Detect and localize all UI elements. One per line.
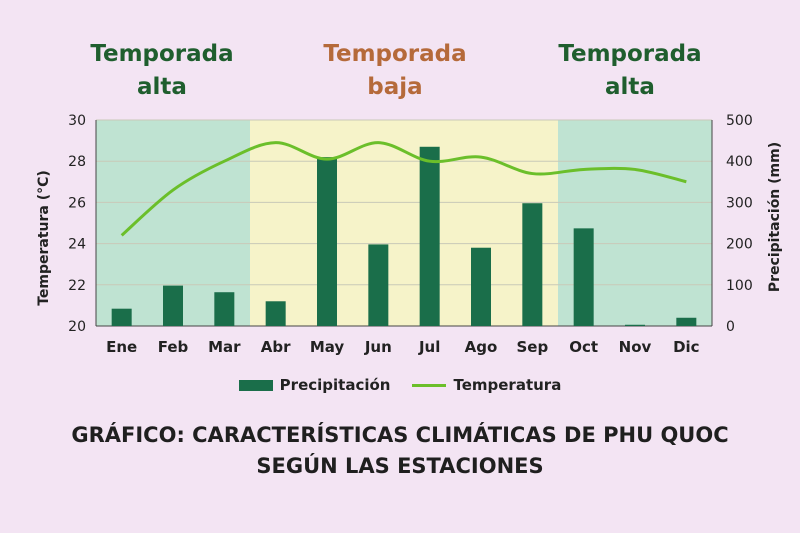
bar-precipitacion-feb [163, 285, 183, 326]
season-label-low: Temporada baja [285, 38, 505, 104]
bar-precipitacion-ago [471, 247, 491, 326]
season-label-high-2: Temporada alta [520, 38, 740, 104]
x-tick-ene: Ene [106, 338, 137, 356]
bar-precipitacion-jun [368, 244, 389, 326]
season-label-high-2-line1: Temporada [558, 41, 702, 67]
season-label-high-2-line2: alta [605, 74, 655, 100]
x-tick-mar: Mar [208, 338, 241, 356]
x-tick-ago: Ago [465, 338, 498, 356]
bar-precipitacion-abr [265, 301, 286, 326]
x-tick-jul: Jul [418, 338, 440, 356]
y-tick-right-100: 100 [726, 278, 753, 294]
bar-precipitacion-sep [522, 203, 543, 326]
season-label-low-line2: baja [367, 74, 423, 100]
bar-precipitacion-jul [419, 146, 440, 326]
y-tick-left-22: 22 [68, 278, 86, 294]
legend-swatch-precipitation [238, 379, 273, 391]
line-temperatura [120, 141, 687, 237]
bar-precipitacion-dic [676, 317, 697, 326]
season-band-1 [250, 120, 558, 326]
x-tick-abr: Abr [261, 338, 291, 356]
caption-line-1: GRÁFICO: CARACTERÍSTICAS CLIMÁTICAS DE P… [71, 423, 729, 447]
y-tick-left-30: 30 [68, 113, 86, 129]
x-tick-jun: Jun [364, 338, 392, 356]
bar-precipitacion-may [317, 157, 337, 326]
bar-precipitacion-mar [214, 292, 235, 326]
y-tick-right-400: 400 [726, 154, 753, 170]
chart-caption: GRÁFICO: CARACTERÍSTICAS CLIMÁTICAS DE P… [0, 420, 800, 482]
bar-precipitacion-nov [625, 324, 645, 326]
chart-legend: Precipitación Temperatura [0, 376, 800, 394]
y-tick-right-500: 500 [726, 113, 753, 129]
legend-item-temperature: Temperatura [412, 376, 561, 394]
x-tick-dic: Dic [673, 338, 699, 356]
season-label-high-1: Temporada alta [52, 38, 272, 104]
x-tick-oct: Oct [569, 338, 598, 356]
x-tick-sep: Sep [516, 338, 548, 356]
legend-swatch-temperature [412, 383, 447, 387]
y-axis-left-title: Temperatura (°C) [36, 170, 52, 306]
bar-precipitacion-oct [573, 228, 594, 326]
y-tick-left-26: 26 [68, 195, 86, 211]
y-tick-right-200: 200 [726, 237, 753, 253]
legend-label-precipitation: Precipitación [279, 376, 391, 394]
y-tick-right-0: 0 [726, 319, 735, 335]
y-axis-right-title: Precipitación (mm) [767, 142, 783, 292]
y-tick-left-20: 20 [68, 319, 86, 335]
season-label-high-1-line2: alta [137, 74, 187, 100]
legend-label-temperature: Temperatura [453, 376, 562, 394]
season-label-low-line1: Temporada [323, 41, 467, 67]
legend-item-precipitation: Precipitación [238, 376, 391, 394]
y-tick-right-300: 300 [726, 195, 753, 211]
caption-line-2: SEGÚN LAS ESTACIONES [256, 454, 544, 478]
x-tick-feb: Feb [158, 338, 189, 356]
y-tick-left-24: 24 [68, 237, 86, 253]
bar-precipitacion-ene [111, 308, 132, 326]
season-label-high-1-line1: Temporada [90, 41, 234, 67]
x-tick-may: May [310, 338, 345, 356]
x-tick-nov: Nov [619, 338, 652, 356]
y-tick-left-28: 28 [68, 154, 86, 170]
